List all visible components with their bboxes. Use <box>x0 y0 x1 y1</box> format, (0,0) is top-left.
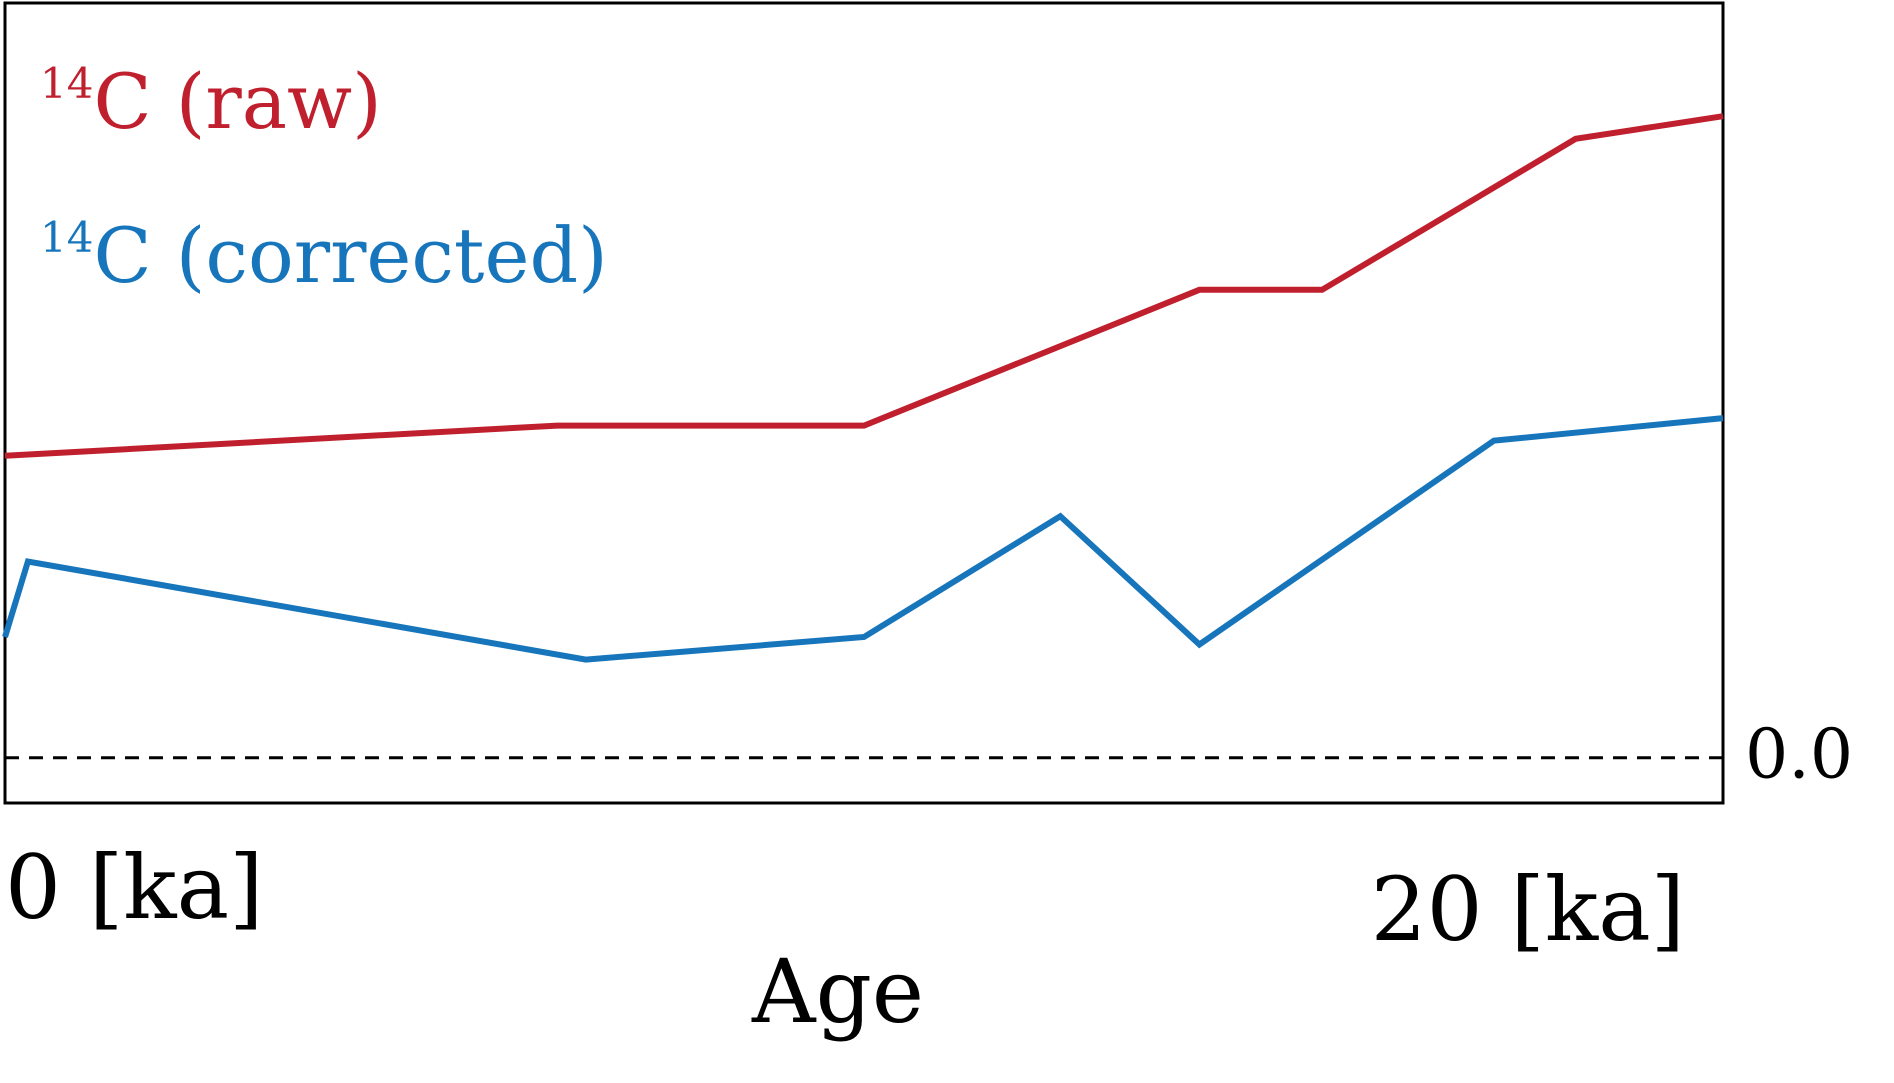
series-line-corrected <box>2 415 1724 663</box>
x-tick-label-0: 0 [ka] <box>5 836 263 939</box>
legend: 14C (raw)14C (corrected) <box>40 57 608 300</box>
legend-text: C (raw) <box>93 57 381 146</box>
x-tick-labels: 0 [ka] 20 [ka] <box>5 836 1685 961</box>
legend-superscript: 14 <box>40 213 93 262</box>
legend-label-raw: 14C (raw) <box>40 57 382 146</box>
zero-reference-label: 0.0 <box>1745 716 1853 795</box>
series-line-raw <box>4 113 1724 459</box>
x-axis-label: Age <box>751 940 924 1043</box>
legend-text: C (corrected) <box>93 211 607 300</box>
legend-superscript: 14 <box>40 59 93 108</box>
legend-label-corrected: 14C (corrected) <box>40 211 608 300</box>
plot-frame <box>3 1 1725 805</box>
x-tick-label-20: 20 [ka] <box>1371 858 1685 961</box>
series-layer <box>2 113 1724 663</box>
